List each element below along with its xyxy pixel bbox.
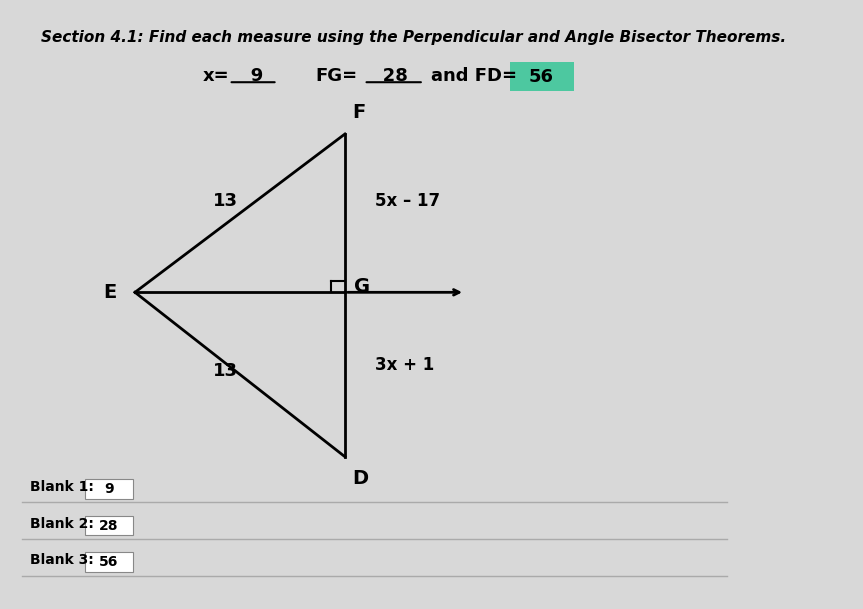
Text: F: F: [352, 103, 366, 122]
Text: 9: 9: [104, 482, 114, 496]
Text: and FD=: and FD=: [432, 67, 517, 85]
Text: 13: 13: [212, 192, 237, 210]
Text: x=: x=: [203, 67, 229, 85]
FancyBboxPatch shape: [510, 62, 574, 91]
FancyBboxPatch shape: [85, 516, 133, 535]
Text: Blank 1:: Blank 1:: [30, 481, 94, 494]
Text: 28: 28: [363, 67, 426, 85]
Text: Blank 2:: Blank 2:: [30, 517, 94, 530]
Text: 28: 28: [99, 519, 118, 532]
Text: 5x – 17: 5x – 17: [375, 192, 440, 210]
Text: G: G: [354, 276, 370, 296]
Text: 3x + 1: 3x + 1: [375, 356, 434, 375]
Text: 9: 9: [232, 67, 282, 85]
Text: FG=: FG=: [315, 67, 357, 85]
FancyBboxPatch shape: [85, 479, 133, 499]
Text: Section 4.1: Find each measure using the Perpendicular and Angle Bisector Theore: Section 4.1: Find each measure using the…: [41, 30, 786, 46]
Text: E: E: [103, 283, 117, 302]
Text: 56: 56: [99, 555, 118, 569]
FancyBboxPatch shape: [85, 552, 133, 572]
Text: 56: 56: [529, 68, 554, 86]
Text: D: D: [352, 469, 369, 488]
Text: Blank 3:: Blank 3:: [30, 554, 94, 567]
Text: 13: 13: [212, 362, 237, 381]
